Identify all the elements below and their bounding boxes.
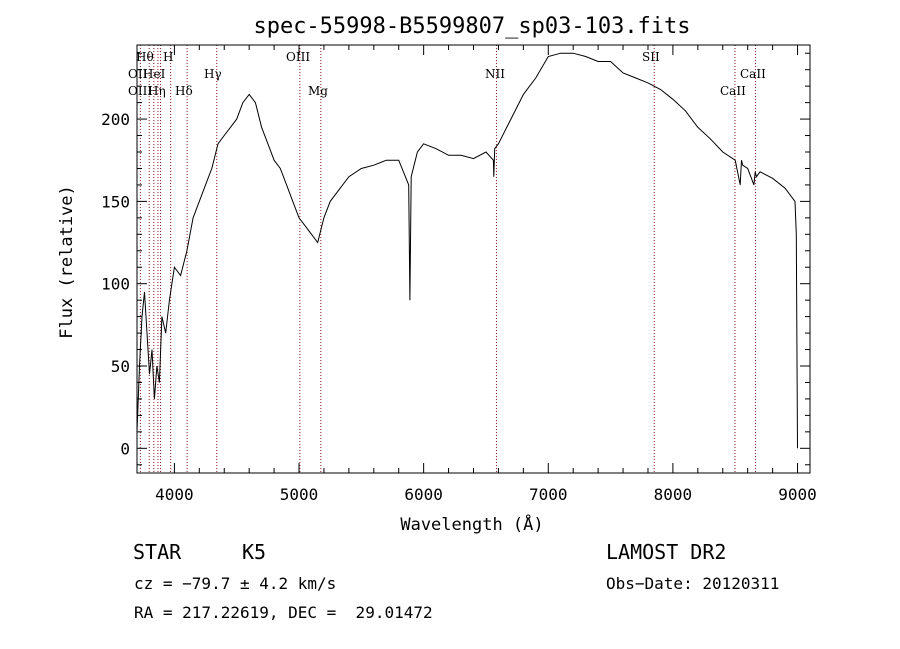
x-tick-label: 8000 [654, 485, 693, 504]
spectral-line-label: HeI [143, 67, 166, 81]
y-axis-label: Flux (relative) [57, 185, 77, 339]
y-axis: 0 50 100 150 200 [101, 52, 810, 466]
y-tick-label: 50 [111, 357, 130, 376]
y-tick-label: 0 [120, 439, 130, 458]
spectral-line-markers [139, 45, 756, 473]
spectral-line-label: Hδ [175, 84, 193, 98]
x-tick-label: 7000 [529, 485, 568, 504]
y-tick-label: 150 [101, 192, 130, 211]
spectral-line-label: Hθ [136, 50, 154, 64]
x-axis-label: Wavelength (Å) [400, 513, 543, 535]
spectral-line-label: SII [642, 50, 660, 64]
x-tick-label: 4000 [155, 485, 194, 504]
observation-date: Obs−Date: 20120311 [606, 574, 780, 593]
x-tick-label: 6000 [404, 485, 443, 504]
spectral-line-label: Hη [148, 84, 166, 98]
spectral-line-label: NII [485, 67, 505, 81]
spectral-line-label: OIII [286, 50, 310, 64]
plot-frame [136, 44, 811, 474]
x-axis: 4000 5000 6000 7000 8000 9000 [155, 45, 817, 504]
y-tick-label: 200 [101, 110, 130, 129]
x-tick-label: 5000 [280, 485, 319, 504]
spectral-line-label: CaII [720, 84, 746, 98]
y-tick-label: 100 [101, 275, 130, 294]
x-tick-label: 9000 [778, 485, 817, 504]
spectral-line-label: Hγ [204, 67, 222, 81]
object-class: STAR [133, 540, 182, 564]
spectral-line-label: CaII [740, 67, 766, 81]
spectral-line-labels: Hθ OII OIII HeI Hη H Hδ Hγ OIII Mg NII SII CaII CaII [128, 50, 766, 98]
survey-name: LAMOST DR2 [606, 540, 727, 564]
redshift-velocity: cz = −79.7 ± 4.2 km/s [134, 574, 337, 593]
spectral-line-label: Mg [308, 84, 328, 98]
spectral-line-label: OII [128, 67, 148, 81]
spectrum-series-line [136, 52, 798, 449]
chart-title: spec-55998-B5599807_sp03-103.fits [253, 14, 690, 39]
object-subclass: K5 [242, 540, 267, 564]
coordinates: RA = 217.22619, DEC = 29.01472 [134, 603, 433, 622]
spectral-line-label: OIII [128, 84, 152, 98]
spectral-line-label: H [163, 50, 173, 64]
